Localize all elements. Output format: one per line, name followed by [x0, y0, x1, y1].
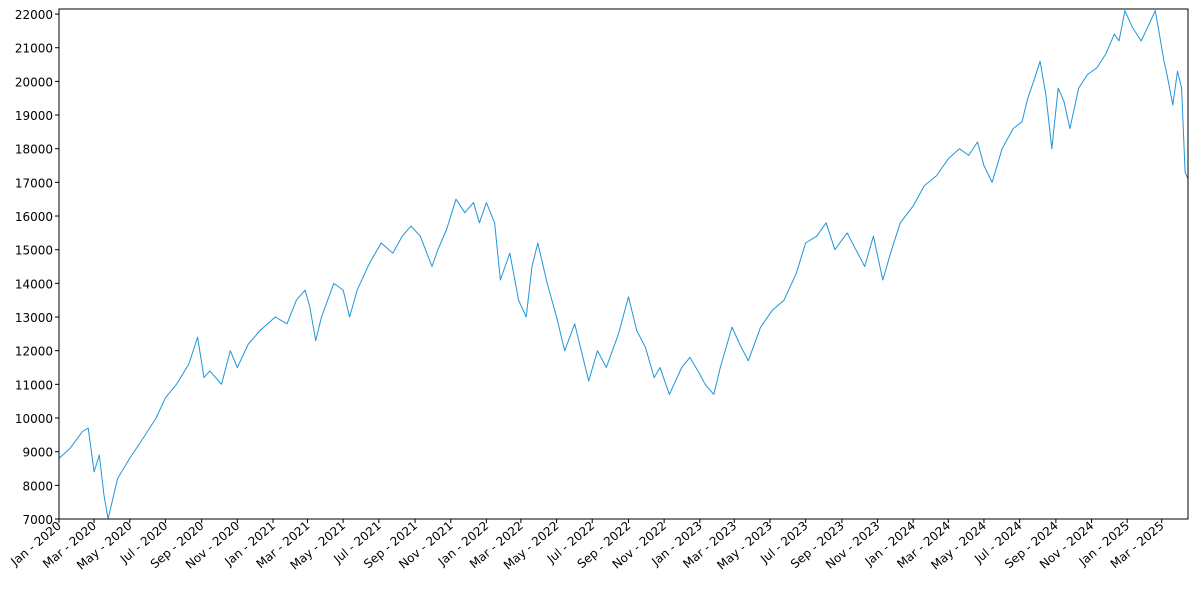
y-tick-label-7: 14000: [15, 277, 53, 291]
y-tick-label-8: 15000: [15, 244, 53, 258]
y-tick-label-0: 7000: [22, 513, 53, 527]
y-tick-label-12: 19000: [15, 109, 53, 123]
y-tick-label-2: 9000: [22, 446, 53, 460]
y-tick-label-4: 11000: [15, 378, 53, 392]
y-tick-label-3: 10000: [15, 412, 53, 426]
y-tick-label-14: 21000: [15, 42, 53, 56]
y-tick-label-13: 20000: [15, 75, 53, 89]
y-tick-label-5: 12000: [15, 345, 53, 359]
plot-frame: [58, 8, 1189, 520]
y-tick-label-6: 13000: [15, 311, 53, 325]
y-tick-label-9: 16000: [15, 210, 53, 224]
y-tick-label-1: 8000: [22, 479, 53, 493]
y-axis: 7000 8000 9000 10000 11000 12000 13000 14000 150…: [15, 8, 59, 527]
y-tick-label-10: 17000: [15, 176, 53, 190]
y-tick-label-15: 22000: [15, 8, 53, 22]
series-line: [58, 10, 1189, 520]
y-tick-label-11: 18000: [15, 143, 53, 157]
